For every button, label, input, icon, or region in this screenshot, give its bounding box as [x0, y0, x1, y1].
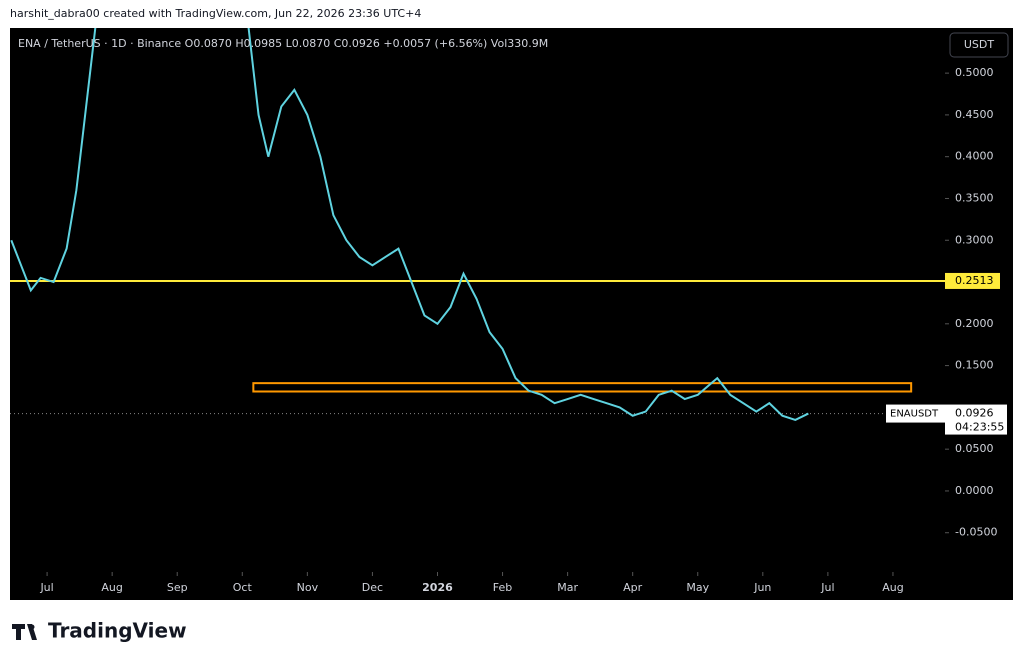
x-tick-label: Apr — [623, 581, 643, 594]
logo-icon — [12, 624, 37, 640]
y-tick-label: 0.2000 — [955, 317, 994, 330]
header: harshit_dabra00 created with TradingView… — [10, 7, 421, 20]
symbol-label: ENAUSDT — [890, 409, 939, 420]
currency-button-label[interactable]: USDT — [964, 38, 995, 51]
currency-button[interactable] — [949, 32, 1009, 58]
y-tick-label: 0.3000 — [955, 233, 994, 246]
y-tick-label: 0.0500 — [955, 442, 994, 455]
hline-tag — [945, 272, 1000, 289]
price-line — [10, 28, 809, 421]
x-tick-label: Aug — [101, 581, 122, 594]
x-tick-label: Nov — [297, 581, 319, 594]
x-tick-label: Feb — [493, 581, 512, 594]
symbol-tag — [886, 404, 945, 423]
y-tick-label: 0.5000 — [955, 66, 994, 79]
y-tick-label: 0.4000 — [955, 150, 994, 163]
countdown: 04:23:55 — [955, 421, 1004, 434]
legend: ENA / TetherUS · 1D · Binance O0.0870 H0… — [18, 37, 548, 50]
y-tick-label: 0.1500 — [955, 359, 994, 372]
x-tick-label: Dec — [362, 581, 383, 594]
support-zone — [252, 382, 913, 393]
y-tick-label: -0.0500 — [955, 526, 997, 539]
x-tick-label: Sep — [167, 581, 188, 594]
footer-logo: TradingView — [48, 619, 187, 643]
last-price-label: 0.0926 — [955, 407, 994, 420]
x-tick-label: Jun — [753, 581, 771, 594]
x-tick-label: Mar — [557, 581, 578, 594]
y-tick-label: 0.3500 — [955, 191, 994, 204]
y-tick-label: 0.4500 — [955, 108, 994, 121]
chart-area — [10, 28, 1013, 600]
y-tick-label: 0.0000 — [955, 484, 994, 497]
x-tick-label: 2026 — [422, 581, 453, 594]
plot — [10, 28, 945, 421]
x-tick-label: Jul — [39, 581, 53, 594]
x-tick-label: Oct — [233, 581, 253, 594]
x-tick-label: Jul — [820, 581, 834, 594]
x-tick-label: May — [686, 581, 709, 594]
x-tick-label: Aug — [882, 581, 903, 594]
price-tag — [945, 404, 1007, 435]
hline-label: 0.2513 — [955, 274, 994, 287]
